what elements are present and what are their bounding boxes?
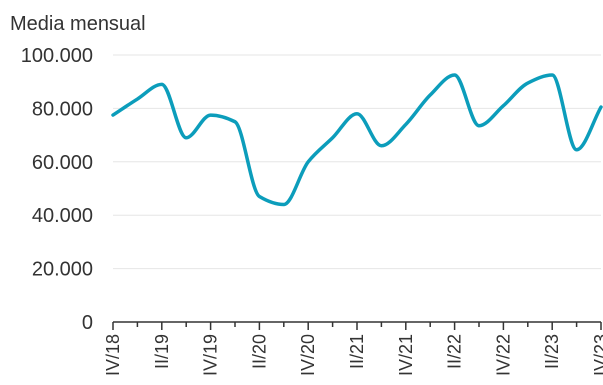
y-tick-label: 60.000 [32, 152, 93, 174]
y-axis: 0 20.000 40.000 60.000 80.000 100.000 [21, 45, 93, 334]
y-tick-label: 20.000 [32, 259, 93, 281]
x-axis: IV/18 II/19 IV/19 II/20 IV/20 II/21 IV/21 II/22… [103, 322, 603, 376]
x-tick-label: IV/18 [103, 334, 123, 376]
y-tick-label: 0 [82, 312, 93, 334]
y-tick-label: 100.000 [21, 45, 93, 67]
x-tick-label: IV/22 [493, 334, 513, 376]
gridlines [113, 54, 601, 270]
x-tick-label: II/20 [249, 334, 269, 369]
x-tick-label: II/23 [542, 334, 562, 369]
x-tick-label: IV/23 [591, 334, 603, 376]
x-tick-label: II/21 [347, 334, 367, 369]
x-tick-label: II/22 [445, 334, 465, 369]
series-line [111, 73, 603, 207]
x-tick-label: IV/19 [201, 334, 221, 376]
chart-title: Media mensual [10, 13, 146, 35]
x-tick-label: IV/20 [298, 334, 318, 376]
y-tick-label: 80.000 [32, 98, 93, 120]
x-tick-label: II/19 [152, 334, 172, 369]
x-tick-label: IV/21 [396, 334, 416, 376]
y-tick-label: 40.000 [32, 205, 93, 227]
